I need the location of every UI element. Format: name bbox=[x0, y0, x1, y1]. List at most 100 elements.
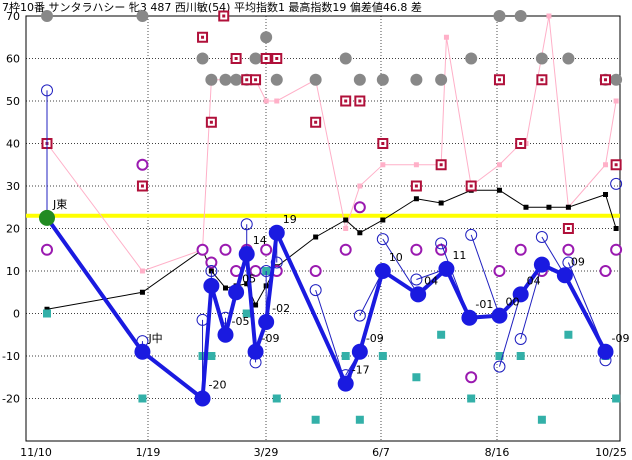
main-point bbox=[533, 256, 550, 273]
blue-open-circle-marker bbox=[610, 177, 623, 190]
gray-circle-marker bbox=[196, 52, 209, 65]
teal-square-marker bbox=[378, 352, 387, 360]
pink-line-point bbox=[274, 98, 280, 104]
gray-circle-marker bbox=[376, 73, 389, 86]
black-line-point bbox=[380, 217, 386, 223]
blue-open-circle-marker bbox=[410, 273, 423, 286]
gray-circle-marker bbox=[353, 73, 366, 86]
pink-line-point bbox=[443, 34, 449, 40]
pink-line-point bbox=[603, 162, 609, 168]
blue-open-circle-marker bbox=[309, 284, 322, 297]
main-point bbox=[217, 326, 234, 343]
main-point-label: -09 bbox=[612, 332, 630, 345]
main-point-label: 00 bbox=[505, 296, 519, 309]
main-point bbox=[351, 343, 368, 360]
gray-circle-marker bbox=[41, 10, 53, 22]
pink-line-point bbox=[413, 162, 419, 168]
red-square-center bbox=[234, 57, 238, 60]
gray-circle-marker bbox=[562, 52, 575, 65]
x-axis-ticks: 11/10 1/19 3/29 6/7 8/16 10/25 bbox=[20, 446, 627, 459]
main-point bbox=[194, 390, 211, 407]
teal-square-marker bbox=[467, 394, 476, 403]
main-point bbox=[134, 343, 151, 360]
pink-line-point bbox=[263, 98, 269, 104]
main-point bbox=[461, 309, 478, 326]
pink-line-point bbox=[496, 162, 502, 168]
teal-square-marker bbox=[495, 352, 504, 360]
gray-circle-marker bbox=[270, 73, 283, 86]
gray-circle-marker bbox=[205, 73, 218, 86]
black-line-point bbox=[565, 204, 571, 210]
main-point bbox=[268, 224, 285, 241]
purple-circle-marker bbox=[41, 243, 53, 256]
red-square-center bbox=[140, 184, 144, 188]
gray-circle-marker bbox=[410, 73, 423, 86]
gray-circle-marker bbox=[610, 73, 623, 86]
main-point bbox=[203, 277, 220, 294]
grid bbox=[26, 15, 620, 441]
black-line-point bbox=[139, 289, 145, 295]
purple-circle-marker bbox=[410, 243, 423, 256]
red-square-center bbox=[254, 78, 258, 82]
main-point-label: 11 bbox=[452, 249, 466, 262]
purple-circle-marker bbox=[196, 243, 209, 256]
main-point bbox=[258, 314, 275, 330]
purple-circle-marker bbox=[339, 243, 352, 256]
main-series-labels: J東 J中 -20 -05 05 14 -09 -02 19 -17 -09 10 04 11 -01 00 0… bbox=[52, 198, 629, 392]
main-point-label: -09 bbox=[366, 332, 384, 345]
red-square-center bbox=[201, 35, 205, 39]
teal-square-marker bbox=[564, 330, 573, 339]
main-point bbox=[238, 246, 255, 262]
teal-square-marker bbox=[311, 415, 320, 424]
blue-open-circle-marker bbox=[465, 228, 478, 241]
gray-circle-marker bbox=[435, 73, 448, 86]
main-point bbox=[556, 267, 573, 284]
red-square-center bbox=[414, 184, 418, 188]
connector-line bbox=[470, 234, 500, 316]
main-point-label: J東 bbox=[52, 198, 67, 211]
main-point bbox=[438, 260, 455, 277]
red-square-center bbox=[264, 57, 268, 60]
y-tick-label: 60 bbox=[6, 53, 20, 66]
purple-circle-marker bbox=[610, 243, 623, 256]
main-point bbox=[247, 343, 264, 360]
y-tick-label: -10 bbox=[2, 350, 20, 363]
black-line-point bbox=[343, 217, 349, 223]
red-square-center bbox=[222, 14, 226, 18]
pink-line-point bbox=[357, 183, 363, 189]
blue-open-circle-marker bbox=[535, 231, 548, 243]
blue-open-circle-marker bbox=[435, 237, 448, 250]
red-square-center bbox=[358, 99, 362, 103]
red-square-center bbox=[519, 142, 523, 145]
pink-line-point bbox=[546, 13, 552, 19]
red-square-center bbox=[566, 227, 570, 230]
teal-square-marker bbox=[341, 352, 350, 360]
teal-square-marker bbox=[412, 373, 421, 382]
main-point-label: -05 bbox=[232, 315, 250, 328]
red-square-center bbox=[540, 78, 544, 82]
gray-circle-marker bbox=[309, 73, 322, 86]
y-tick-label: -20 bbox=[2, 393, 20, 406]
red-square-center bbox=[314, 120, 318, 124]
black-line-point bbox=[44, 306, 50, 312]
main-point bbox=[337, 375, 354, 392]
main-point bbox=[228, 284, 245, 301]
chart-header: 7枠10番 サンタラハシー 牝3 487 西川敏(54) 平均指数1 最高指数1… bbox=[2, 0, 422, 14]
connector-line bbox=[520, 264, 543, 340]
connector-line bbox=[498, 294, 522, 367]
teal-square-marker bbox=[355, 415, 364, 424]
main-point-label: -01 bbox=[475, 298, 493, 311]
y-tick-label: 40 bbox=[6, 138, 20, 151]
y-tick-label: 70 bbox=[6, 10, 20, 23]
red-square-center bbox=[604, 78, 608, 82]
red-square-center bbox=[469, 184, 473, 188]
teal-square-marker bbox=[437, 330, 446, 339]
main-point-label: J中 bbox=[147, 332, 162, 345]
main-point bbox=[410, 286, 427, 303]
gray-circle-marker bbox=[260, 31, 273, 44]
teal-square-marker bbox=[43, 309, 51, 318]
pink-line-point bbox=[343, 226, 349, 231]
marker-layer bbox=[41, 10, 623, 424]
teal-square-marker bbox=[612, 394, 621, 403]
